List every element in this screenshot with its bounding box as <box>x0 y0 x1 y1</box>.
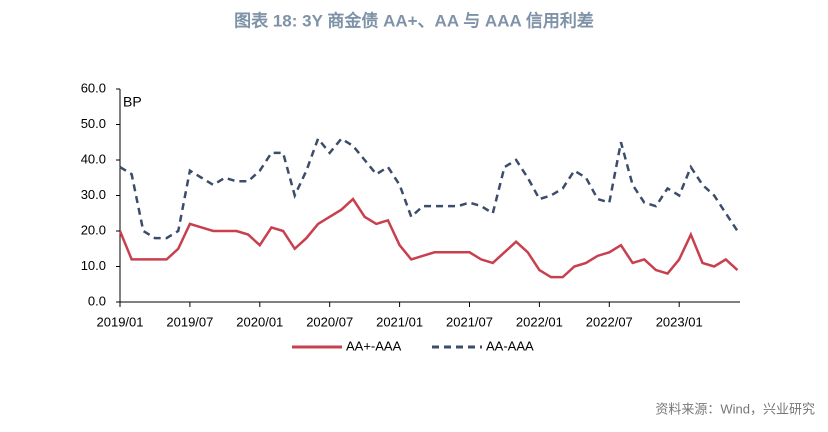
y-tick-label: 30.0 <box>81 187 106 202</box>
x-tick-label: 2021/07 <box>446 314 493 329</box>
chart-title: 图表 18: 3Y 商金债 AA+、AA 与 AAA 信用利差 <box>234 10 594 30</box>
x-tick-label: 2019/01 <box>97 314 144 329</box>
source: 资料来源：Wind，兴业研究 <box>655 401 815 416</box>
x-tick-label: 2021/01 <box>376 314 423 329</box>
legend-label: AA+-AAA <box>346 338 402 353</box>
x-tick-label: 2022/01 <box>516 314 563 329</box>
series-line <box>118 197 739 279</box>
y-tick-label: 10.0 <box>81 258 106 273</box>
legend-label: AA-AAA <box>486 338 534 353</box>
y-tick-label: 60.0 <box>81 80 106 95</box>
y-tick-label: 50.0 <box>81 116 106 131</box>
x-tick-label: 2020/01 <box>236 314 283 329</box>
y-tick-label: 0.0 <box>88 293 106 308</box>
series-line <box>119 136 739 240</box>
y-tick-label: 40.0 <box>81 151 106 166</box>
x-tick-label: 2019/07 <box>166 314 213 329</box>
x-tick-label: 2020/07 <box>306 314 353 329</box>
x-tick-label: 2022/07 <box>586 314 633 329</box>
y-unit-label: BP <box>123 94 142 110</box>
y-tick-label: 20.0 <box>81 222 106 237</box>
x-tick-label: 2023/01 <box>656 314 703 329</box>
